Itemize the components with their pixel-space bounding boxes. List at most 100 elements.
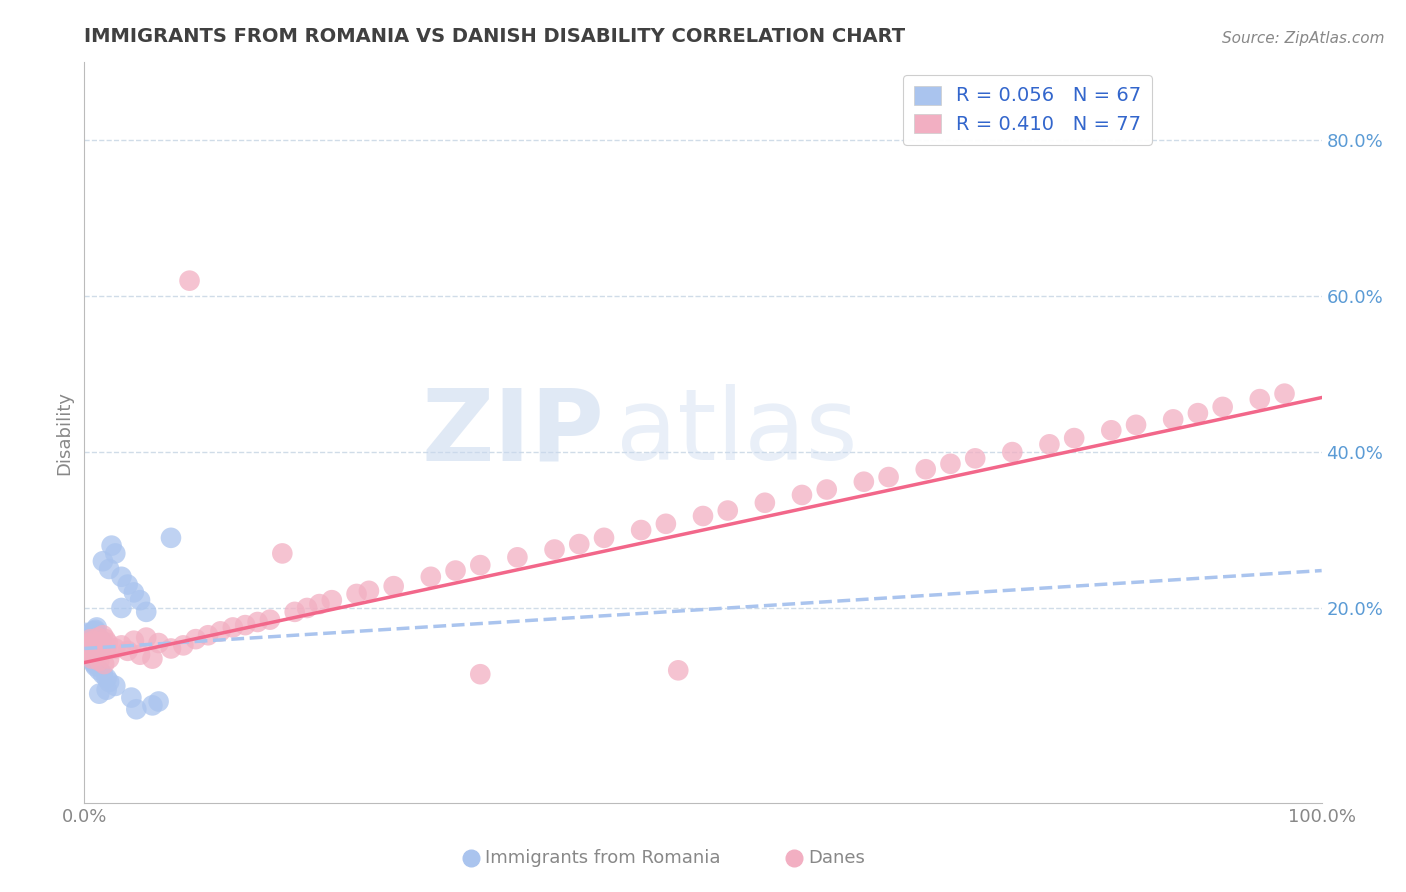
Point [543,542,565,557]
Point [568,537,591,551]
Point [98,651,121,665]
Point [77,636,100,650]
Point [104,546,127,560]
Point [1249,392,1271,406]
Point [89,663,111,677]
Point [83,656,105,670]
Point [295,601,318,615]
Point [89,687,111,701]
Point [80,638,103,652]
Point [94,632,117,647]
Point [117,577,139,591]
Point [82,632,104,647]
Point [96,682,118,697]
Point [346,587,368,601]
Point [120,690,142,705]
Point [89,635,111,649]
Point [939,457,962,471]
Point [79,648,101,662]
Point [83,633,105,648]
Point [444,564,467,578]
Point [77,638,100,652]
Point [84,624,107,639]
Point [84,639,107,653]
Point [135,631,157,645]
Point [76,641,98,656]
Point [75,640,97,654]
Point [1274,386,1296,401]
Point [1001,445,1024,459]
Point [717,503,740,517]
Point [75,626,97,640]
Point [76,636,98,650]
Point [233,618,256,632]
Point [79,644,101,658]
Point [79,632,101,647]
Point [160,531,183,545]
Point [1161,412,1184,426]
Point [96,641,118,656]
Point [79,628,101,642]
Point [76,640,98,654]
Point [135,605,157,619]
Point [75,640,97,654]
Point [79,633,101,648]
Point [77,631,100,645]
Point [82,633,104,648]
Point [1038,437,1060,451]
Point [148,694,170,708]
Text: atlas: atlas [616,384,858,481]
Point [1212,400,1234,414]
Point [1099,423,1122,437]
Point [87,630,110,644]
Point [129,593,152,607]
Point [80,649,103,664]
Point [160,641,183,656]
Point [271,546,294,560]
Point [77,642,100,657]
Point [79,644,101,658]
Point [77,636,100,650]
Point [83,646,105,660]
Point [89,641,111,656]
Point [100,539,122,553]
Point [877,470,900,484]
Legend: R = 0.056   N = 67, R = 0.410   N = 77: R = 0.056 N = 67, R = 0.410 N = 77 [904,75,1152,145]
Point [86,620,108,634]
Point [96,671,118,685]
Point [76,631,98,645]
Point [79,632,101,647]
Point [506,550,529,565]
Point [419,570,441,584]
Point [308,597,330,611]
Point [80,626,103,640]
Point [93,657,115,671]
Point [184,632,207,647]
Point [666,663,689,677]
Point [75,639,97,653]
Point [172,639,194,653]
Point [284,605,307,619]
Point [692,508,714,523]
Point [321,593,343,607]
Point [470,558,492,573]
Point [110,601,132,615]
Text: IMMIGRANTS FROM ROMANIA VS DANISH DISABILITY CORRELATION CHART: IMMIGRANTS FROM ROMANIA VS DANISH DISABI… [84,27,905,45]
Point [75,645,97,659]
Point [79,641,101,656]
Point [79,628,101,642]
Point [110,570,132,584]
Point [98,562,121,576]
Point [630,523,652,537]
Point [790,488,813,502]
Point [79,644,101,658]
Point [76,633,98,648]
Point [122,633,145,648]
Point [141,698,163,713]
Point [104,641,127,656]
Point [90,633,112,648]
Point [382,579,405,593]
Point [470,667,492,681]
Point [179,274,201,288]
Point [1125,417,1147,432]
